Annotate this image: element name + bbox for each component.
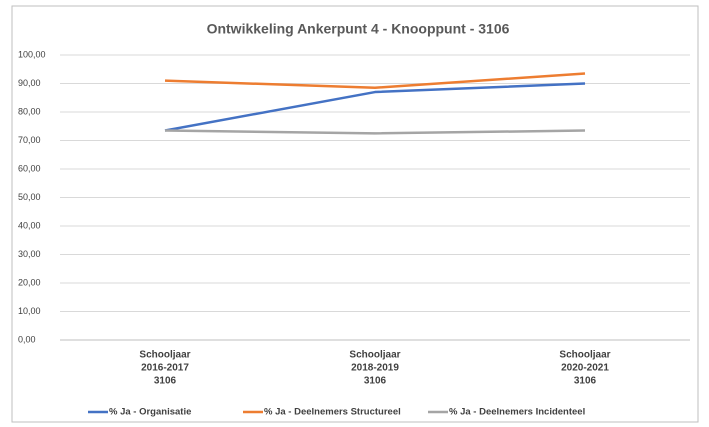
chart-frame: [11, 5, 699, 423]
y-tick-label: 0,00: [18, 334, 36, 344]
series-line: [164, 129, 586, 135]
y-tick-label: 90,00: [18, 78, 41, 88]
chart-title: Ontwikkeling Ankerpunt 4 - Knooppunt - 3…: [207, 21, 510, 37]
x-tick-label: 3106: [364, 376, 387, 387]
y-tick-label: 70,00: [18, 135, 41, 145]
x-tick-label: Schooljaar: [139, 350, 190, 361]
y-tick-label: 80,00: [18, 106, 41, 116]
legend-label: % Ja - Deelnemers Structureel: [264, 407, 401, 418]
x-tick-label: 3106: [154, 376, 177, 387]
y-tick-label: 40,00: [18, 220, 41, 230]
series-line: [164, 72, 586, 90]
x-tick-label: 3106: [574, 376, 597, 387]
y-tick-label: 20,00: [18, 277, 41, 287]
y-tick-label: 50,00: [18, 192, 41, 202]
y-tick-label: 10,00: [18, 306, 41, 316]
y-tick-label: 100,00: [18, 49, 46, 59]
y-tick-label: 30,00: [18, 249, 41, 259]
legend-label: % Ja - Deelnemers Incidenteel: [449, 407, 585, 418]
x-tick-label: 2016-2017: [141, 363, 189, 374]
x-tick-label: Schooljaar: [349, 350, 400, 361]
x-tick-label: 2018-2019: [351, 363, 399, 374]
x-tick-label: 2020-2021: [561, 363, 609, 374]
legend-label: % Ja - Organisatie: [109, 407, 191, 418]
y-tick-label: 60,00: [18, 163, 41, 173]
series-line: [164, 82, 586, 132]
x-tick-label: Schooljaar: [559, 350, 610, 361]
